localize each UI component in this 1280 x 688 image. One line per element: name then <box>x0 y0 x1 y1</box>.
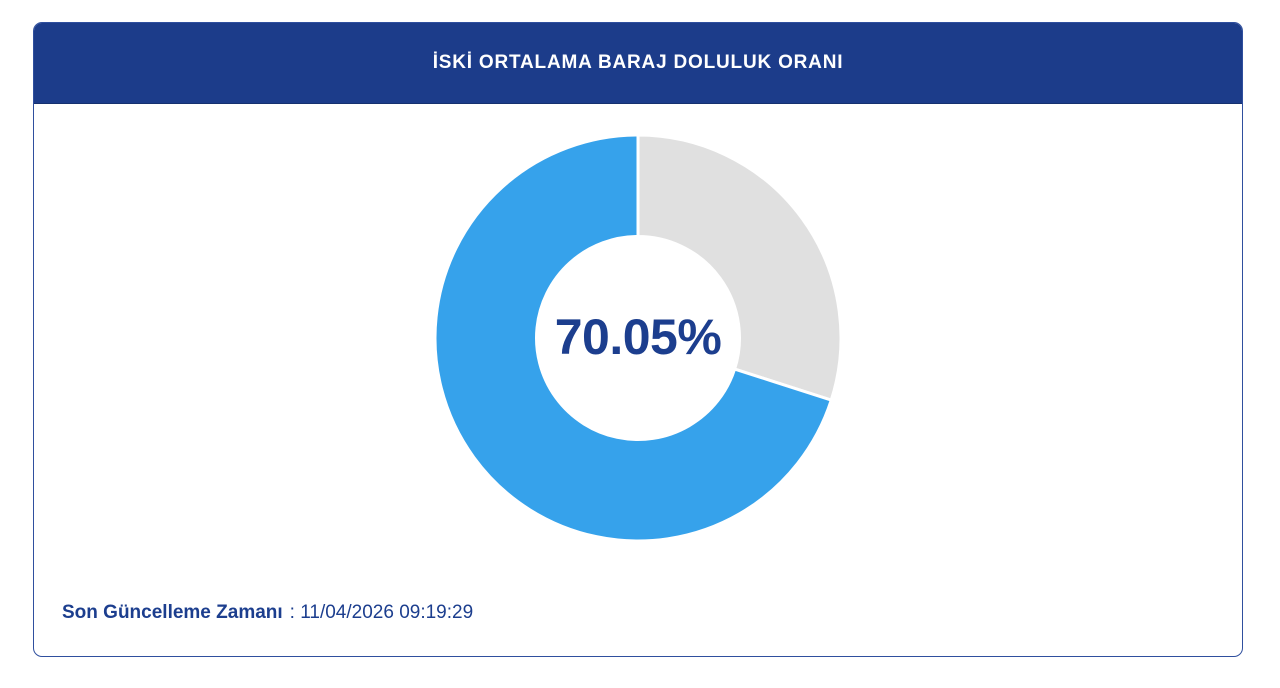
donut-svg <box>433 133 843 543</box>
donut-slice-remainder <box>636 133 843 403</box>
last-update: Son Güncelleme Zamanı : 11/04/2026 09:19… <box>62 602 473 624</box>
donut-slice-fill <box>433 133 834 543</box>
donut-chart: 70.05% <box>432 132 844 544</box>
card-title: İSKİ ORTALAMA BARAJ DOLULUK ORANI <box>432 52 844 73</box>
dashboard-card: İSKİ ORTALAMA BARAJ DOLULUK ORANI 70.05%… <box>33 22 1243 657</box>
last-update-label: Son Güncelleme Zamanı <box>62 602 283 623</box>
card-header: İSKİ ORTALAMA BARAJ DOLULUK ORANI <box>34 23 1242 104</box>
last-update-value: : 11/04/2026 09:19:29 <box>289 602 474 623</box>
